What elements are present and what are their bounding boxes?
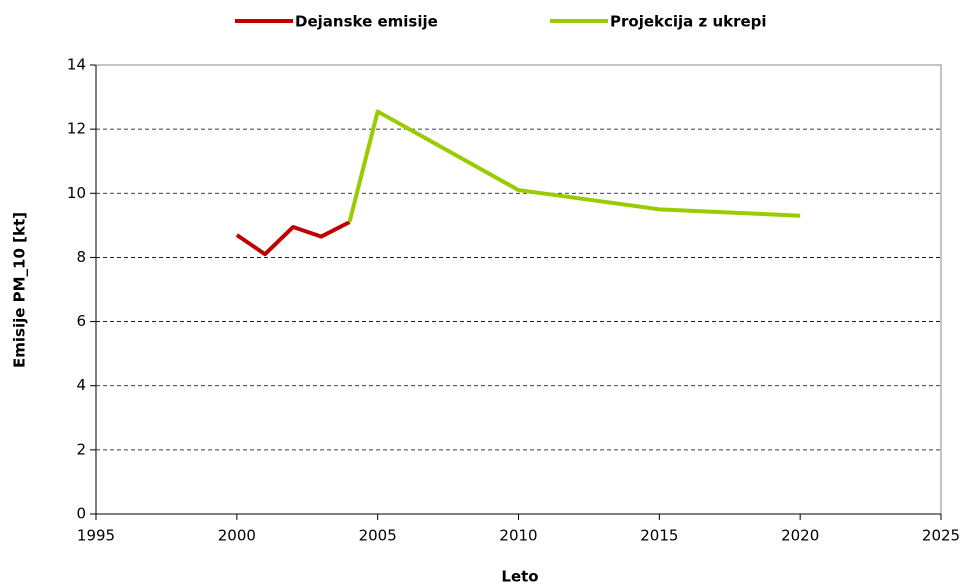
y-tick-label: 12 — [67, 120, 86, 138]
y-axis-label: Emisije PM_10 [kt] — [11, 212, 29, 368]
x-tick-label: 2020 — [781, 527, 819, 545]
x-axis-label: Leto — [501, 568, 538, 586]
x-tick-label: 1995 — [77, 527, 115, 545]
y-tick-label: 2 — [76, 440, 86, 458]
y-tick-label: 0 — [76, 505, 86, 523]
y-tick-label: 10 — [67, 184, 86, 202]
legend-label: Projekcija z ukrepi — [610, 13, 767, 31]
x-tick-label: 2005 — [359, 527, 397, 545]
x-tick-label: 2025 — [922, 527, 960, 545]
x-tick-label: 2010 — [499, 527, 537, 545]
y-tick-label: 6 — [76, 312, 86, 330]
y-tick-label: 14 — [67, 56, 86, 74]
y-tick-label: 4 — [76, 376, 86, 394]
x-tick-label: 2015 — [640, 527, 678, 545]
legend-label: Dejanske emisije — [295, 13, 438, 31]
line — [235, 220, 351, 257]
line — [347, 109, 801, 223]
plot-area — [95, 64, 942, 515]
y-tick-label: 8 — [76, 248, 86, 266]
x-tick-label: 2000 — [218, 527, 256, 545]
